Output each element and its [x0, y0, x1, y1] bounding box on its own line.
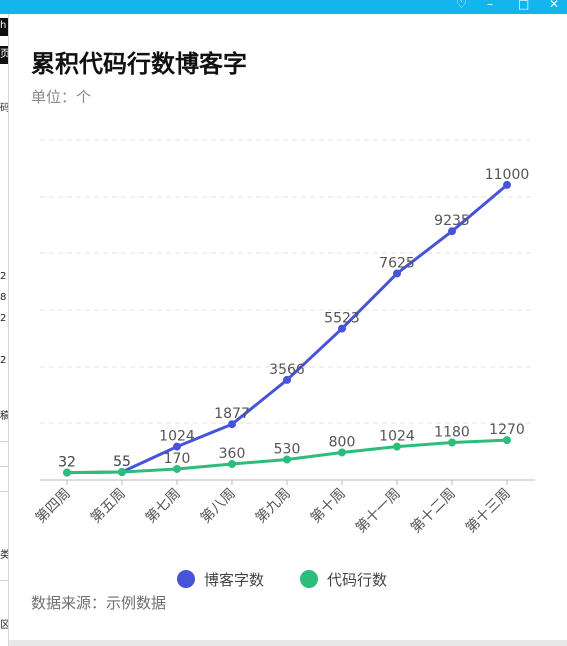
- chart-card: [9, 14, 567, 640]
- x-tick-label: 第十一周: [352, 485, 404, 537]
- x-tick-label: 第十周: [307, 485, 349, 527]
- background-text-fragment: 2: [0, 313, 7, 324]
- data-point[interactable]: [173, 464, 181, 473]
- data-label: 55: [113, 454, 131, 470]
- background-text-fragment: 2: [0, 355, 7, 366]
- legend-marker-1[interactable]: [177, 570, 195, 588]
- data-label: 32: [58, 455, 76, 471]
- data-point[interactable]: [118, 468, 126, 477]
- data-label: 530: [274, 442, 301, 458]
- x-tick-label: 第十二周: [407, 485, 459, 537]
- background-dark-block: [0, 46, 8, 64]
- x-tick-label: 第十三周: [462, 485, 514, 537]
- data-label: 32: [58, 455, 76, 471]
- data-point[interactable]: [283, 455, 291, 464]
- background-text-fragment: 区: [0, 620, 9, 631]
- chart-title: 累积代码行数博客字: [31, 50, 247, 78]
- background-dark-block: [0, 18, 8, 36]
- data-label: 170: [164, 451, 191, 467]
- data-label: 3566: [269, 362, 305, 378]
- minimize-icon[interactable]: –: [487, 0, 493, 11]
- legend-label[interactable]: 博客字数: [204, 571, 264, 589]
- data-label: 360: [219, 446, 246, 462]
- background-text-fragment: 稿: [0, 411, 9, 422]
- data-point[interactable]: [173, 442, 181, 451]
- x-tick-label: 第五周: [87, 485, 129, 527]
- x-tick-label: 第七周: [142, 485, 184, 527]
- background-text-fragment: 8: [0, 292, 7, 303]
- data-label: 55: [113, 454, 131, 470]
- background-divider: [0, 441, 8, 442]
- data-point[interactable]: [503, 180, 511, 189]
- background-text-fragment: 2: [0, 271, 7, 282]
- data-label: 800: [329, 434, 356, 450]
- data-label: 1180: [434, 424, 470, 440]
- data-label: 1024: [379, 429, 415, 445]
- background-divider: [0, 580, 8, 581]
- data-point[interactable]: [503, 436, 511, 445]
- data-point[interactable]: [283, 375, 291, 384]
- x-tick-label: 第九周: [252, 485, 294, 527]
- data-label: 1877: [214, 406, 250, 422]
- data-label: 11000: [485, 167, 530, 183]
- background-divider: [0, 491, 8, 492]
- background-text-fragment: 页: [0, 49, 9, 60]
- data-point[interactable]: [338, 448, 346, 457]
- favorite-icon[interactable]: ♡: [456, 0, 467, 11]
- bottom-edge: [9, 640, 567, 646]
- data-point[interactable]: [228, 420, 236, 429]
- legend-label[interactable]: 代码行数: [327, 571, 387, 589]
- data-point[interactable]: [448, 438, 456, 447]
- x-tick-label: 第四周: [32, 485, 74, 527]
- data-point[interactable]: [228, 460, 236, 469]
- data-label: 9235: [434, 213, 470, 229]
- data-point[interactable]: [338, 324, 346, 333]
- data-label: 5523: [324, 311, 360, 327]
- data-source-label: 数据来源：示例数据: [31, 594, 167, 612]
- close-icon[interactable]: ✕: [549, 0, 560, 11]
- legend-marker-2[interactable]: [300, 570, 318, 588]
- data-label: 7625: [379, 255, 415, 271]
- window-titlebar: ♡ – □ ✕: [0, 0, 567, 14]
- background-text-fragment: h: [0, 20, 7, 31]
- x-tick-label: 第八周: [197, 485, 239, 527]
- data-point[interactable]: [393, 269, 401, 278]
- maximize-icon[interactable]: □: [518, 0, 530, 11]
- background-window-strip: h 页 码 2 8 2 2 稿 类 区: [0, 14, 9, 646]
- unit-label: 单位：个: [31, 88, 92, 106]
- background-divider: [0, 466, 8, 467]
- data-point[interactable]: [448, 227, 456, 236]
- data-point[interactable]: [63, 468, 71, 477]
- background-text-fragment: 类: [0, 550, 9, 561]
- background-text-fragment: 码: [0, 103, 9, 114]
- data-label: 1270: [489, 422, 525, 438]
- data-point[interactable]: [393, 442, 401, 451]
- data-label: 1024: [159, 429, 195, 445]
